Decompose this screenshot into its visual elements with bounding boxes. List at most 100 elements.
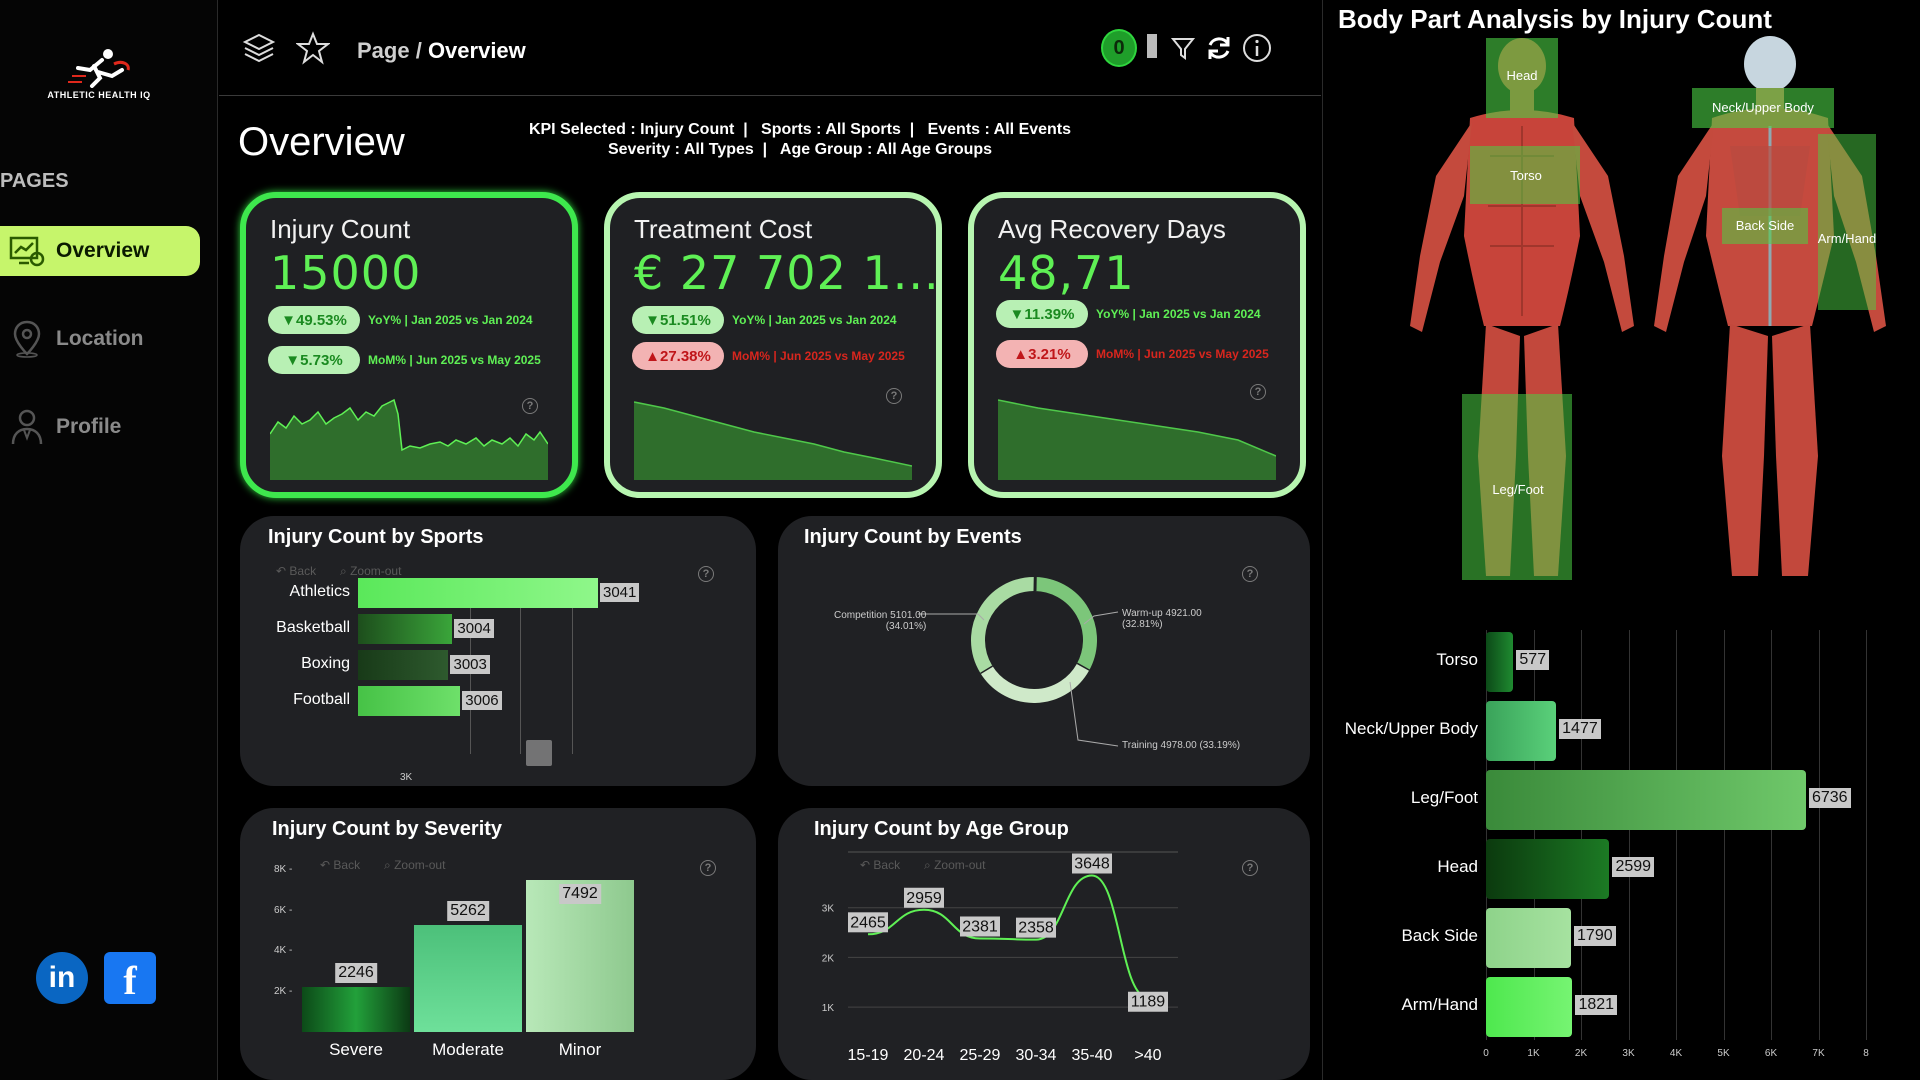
series-line[interactable] xyxy=(867,874,1149,999)
panel-injury-by-severity: Injury Count by Severity ↶ Back ⌕ Zoom-o… xyxy=(240,808,756,1080)
nav-item-label: Overview xyxy=(56,239,150,262)
logo-text: ATHLETIC HEALTH IQ xyxy=(47,90,151,100)
slice-label-training: Training 4978.00 (33.19%) xyxy=(1122,740,1241,751)
bar[interactable] xyxy=(1486,839,1610,899)
bar-category-label: Football xyxy=(293,691,350,708)
x-axis-category-label: 25-29 xyxy=(960,1047,1001,1064)
region-back-side[interactable] xyxy=(1722,208,1808,244)
zoom-out-label: Zoom-out xyxy=(934,858,986,872)
bar[interactable] xyxy=(1486,977,1573,1037)
help-icon[interactable]: ? xyxy=(1242,566,1258,582)
kpi-mom-row: ▲3.21% MoM% | Jun 2025 vs May 2025 xyxy=(996,340,1269,368)
nav-item-label: Profile xyxy=(56,415,122,438)
body-panel-title: Body Part Analysis by Injury Count xyxy=(1338,4,1772,34)
help-icon[interactable]: ? xyxy=(698,566,714,582)
filter-icon[interactable] xyxy=(1165,30,1201,66)
bar[interactable] xyxy=(358,686,461,716)
donut-slice[interactable] xyxy=(1034,577,1097,671)
help-icon[interactable]: ? xyxy=(1242,860,1258,876)
region-label-torso: Torso xyxy=(1510,168,1542,183)
grid-line xyxy=(1581,630,1582,1040)
slice-label-pct: (32.81%) xyxy=(1122,619,1163,630)
filter-count-badge[interactable]: 0 xyxy=(1101,29,1137,67)
info-icon[interactable] xyxy=(1239,30,1275,66)
zoom-out-button[interactable]: ⌕ Zoom-out xyxy=(384,858,446,872)
panel-title: Injury Count by Sports xyxy=(268,526,484,548)
point-data-label-bg xyxy=(1128,991,1168,1012)
bar[interactable] xyxy=(358,578,598,608)
bar[interactable] xyxy=(1486,770,1806,830)
bar-data-label: 3006 xyxy=(462,691,502,710)
star-icon[interactable] xyxy=(295,30,331,66)
linkedin-icon[interactable]: in xyxy=(36,952,88,1004)
column-bar[interactable] xyxy=(526,880,634,1032)
scroll-handle[interactable] xyxy=(526,740,552,766)
kpi-value: 15000 xyxy=(270,246,422,300)
point-data-label-bg xyxy=(904,887,944,908)
yoy-change-pill: ▼11.39% xyxy=(996,300,1088,328)
nav-item-profile[interactable]: Profile xyxy=(0,402,200,452)
x-axis-tick: 5K xyxy=(1717,1048,1730,1059)
help-icon[interactable]: ? xyxy=(1250,384,1266,400)
region-leg-foot[interactable] xyxy=(1462,394,1572,580)
x-axis-category-label: 30-34 xyxy=(1016,1047,1057,1064)
bar-category-label: Leg/Foot xyxy=(1410,788,1478,807)
y-axis-tick: 2K - xyxy=(274,985,293,997)
region-label-head: Head xyxy=(1506,68,1537,83)
help-icon[interactable]: ? xyxy=(886,388,902,404)
point-data-label-bg xyxy=(1072,853,1112,874)
kpi-card-avg-recovery-days[interactable]: Avg Recovery Days 48,71 ▼11.39% YoY% | J… xyxy=(968,192,1306,498)
kpi-card-injury-count[interactable]: Injury Count 15000 ▼49.53% YoY% | Jan 20… xyxy=(240,192,578,498)
column-bar[interactable] xyxy=(414,925,522,1032)
yoy-change-pill: ▼51.51% xyxy=(632,306,724,334)
slice-label-competition: Competition 5101.00 (34.01%) xyxy=(834,610,926,632)
bar[interactable] xyxy=(1486,701,1557,761)
point-data-label: 2381 xyxy=(962,918,998,935)
back-button[interactable]: ↶ Back xyxy=(860,858,901,872)
region-head[interactable] xyxy=(1486,38,1558,118)
column-bar[interactable] xyxy=(302,986,410,1032)
breadcrumb-parent[interactable]: Page xyxy=(357,38,410,63)
back-button[interactable]: ↶ Back xyxy=(320,858,361,872)
grid-line xyxy=(1771,630,1772,1040)
layers-icon[interactable] xyxy=(241,30,277,66)
bar[interactable] xyxy=(1486,908,1572,968)
x-axis-tick: 8 xyxy=(1863,1048,1869,1059)
events-donut-chart xyxy=(918,576,1119,747)
kpi-yoy-row: ▼11.39% YoY% | Jan 2025 vs Jan 2024 xyxy=(996,300,1261,328)
bar-category-label: Basketball xyxy=(276,619,350,636)
point-data-label: 1189 xyxy=(1131,994,1166,1011)
back-label: Back xyxy=(873,858,901,872)
slice-label-pct: (34.01%) xyxy=(885,621,927,632)
nav-item-location[interactable]: Location xyxy=(0,314,200,364)
bar-category-label: Neck/Upper Body xyxy=(1344,719,1478,738)
kpi-value: € 27 702 1... xyxy=(634,246,940,300)
help-icon[interactable]: ? xyxy=(522,398,538,414)
bar-data-label: 1821 xyxy=(1575,995,1618,1015)
grid-line xyxy=(520,586,521,754)
help-icon[interactable]: ? xyxy=(700,860,716,876)
region-arm-hand[interactable] xyxy=(1818,134,1876,310)
zoom-out-button[interactable]: ⌕ Zoom-out xyxy=(924,858,986,872)
yoy-change-pill: ▼49.53% xyxy=(268,306,360,334)
bar-category-label: Back Side xyxy=(1401,926,1478,945)
zoom-out-button[interactable]: ⌕ Zoom-out xyxy=(340,564,402,578)
x-axis-category-label: Minor xyxy=(558,1040,602,1059)
bar[interactable] xyxy=(358,650,449,680)
donut-slice[interactable] xyxy=(971,577,1036,673)
kpi-title: Treatment Cost xyxy=(634,214,813,244)
refresh-icon[interactable] xyxy=(1201,30,1237,66)
kpi-card-treatment-cost[interactable]: Treatment Cost € 27 702 1... ▼51.51% YoY… xyxy=(604,192,942,498)
x-axis-tick: 1K xyxy=(1527,1048,1540,1059)
region-torso[interactable] xyxy=(1470,146,1580,204)
bar[interactable] xyxy=(1486,632,1514,692)
bar[interactable] xyxy=(358,614,453,644)
donut-slice[interactable] xyxy=(980,663,1089,703)
body-part-bar-chart: 0 1K 2K 3K 4K 5K 6K 7K 8 Torso 577 Neck/Upper Body 1… xyxy=(1330,618,1920,1080)
region-neck-upper-body[interactable] xyxy=(1692,88,1834,128)
nav-item-overview[interactable]: Overview xyxy=(0,226,200,276)
facebook-icon[interactable]: f xyxy=(104,952,156,1004)
mom-change-pill: ▲27.38% xyxy=(632,342,724,370)
bar-data-label: 3041 xyxy=(600,583,640,602)
back-button[interactable]: ↶ Back xyxy=(276,564,317,578)
